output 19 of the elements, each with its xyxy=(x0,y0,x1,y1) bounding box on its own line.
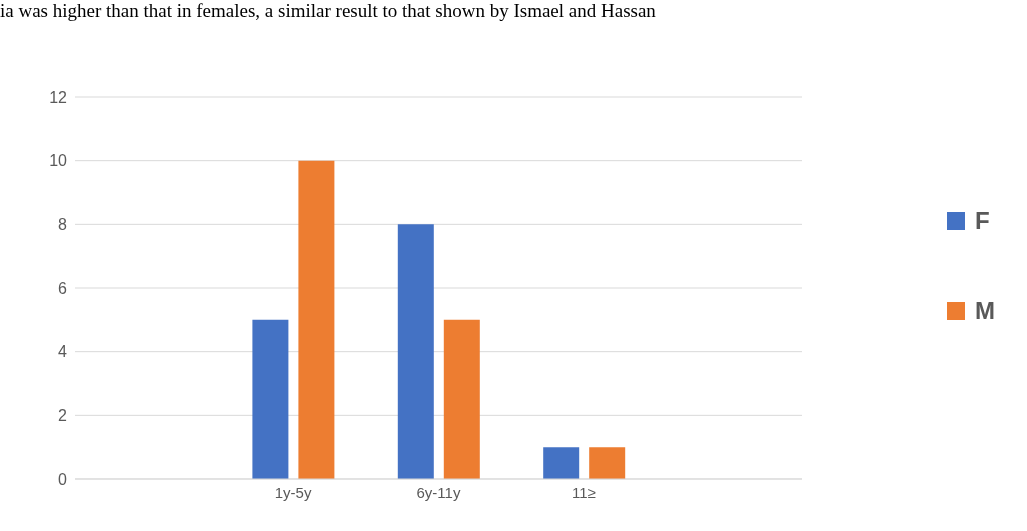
y-tick-label: 10 xyxy=(49,152,68,170)
x-tick-label: 1y-5y xyxy=(274,483,312,501)
x-tick-label: 6y-11y xyxy=(416,483,461,501)
bar xyxy=(298,160,335,479)
text: ia was higher than that in females, a similar result to that shown by Ismael and Hassan xyxy=(0,0,656,22)
y-tick-label: 4 xyxy=(58,343,68,361)
bar xyxy=(443,319,480,479)
y-tick-label: 8 xyxy=(58,216,68,234)
y-tick-label: 2 xyxy=(58,407,68,425)
legend-label: M xyxy=(975,296,995,325)
bar xyxy=(589,447,626,479)
y-tick-label: 0 xyxy=(58,470,68,488)
bar xyxy=(543,447,580,479)
legend-label: F xyxy=(975,206,990,235)
x-tick-label: 11≥ xyxy=(571,483,596,501)
y-tick-label: 12 xyxy=(49,88,68,106)
bar xyxy=(397,224,434,479)
y-tick-label: 6 xyxy=(58,279,68,297)
bar xyxy=(252,319,289,479)
